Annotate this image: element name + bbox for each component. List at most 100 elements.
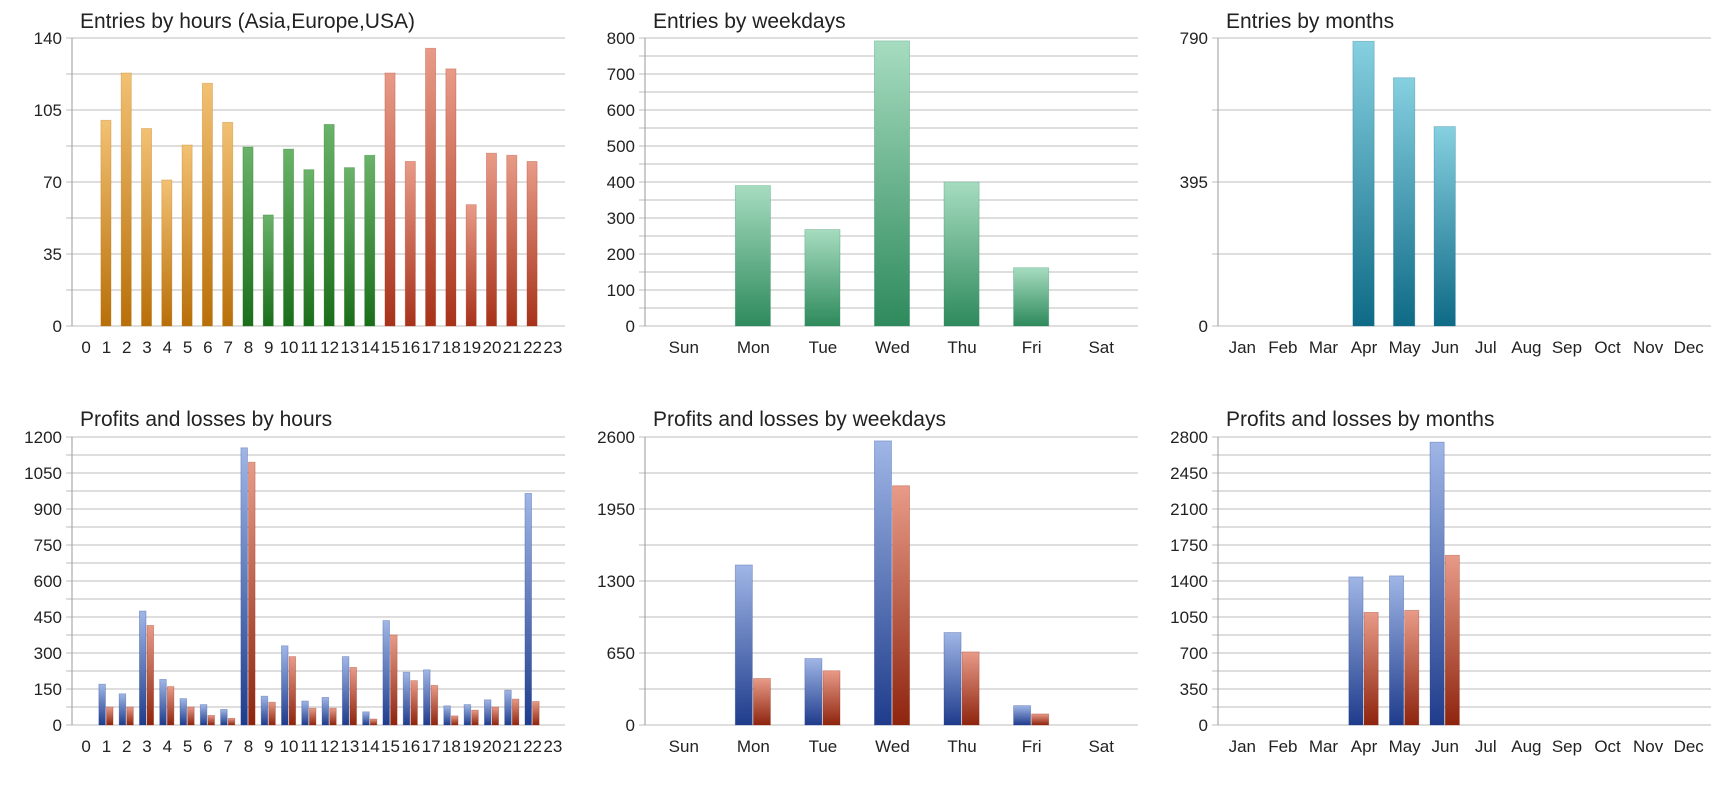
bar-loss <box>166 686 175 726</box>
x-tick-label: Mon <box>737 338 770 357</box>
chart-svg: Entries by months 0 395 790 Jan Feb Mar Apr May J… <box>1180 10 1711 357</box>
y-tick-label: 0 <box>626 317 635 336</box>
chart-entries-by-months: Entries by months 0 395 790 Jan Feb Mar Apr May J… <box>1146 0 1719 400</box>
x-tick-label: 19 <box>462 737 481 756</box>
bar <box>1393 77 1416 327</box>
bar-loss <box>288 656 297 726</box>
x-tick-label: 12 <box>320 737 339 756</box>
x-tick-label: 6 <box>203 338 212 357</box>
bar-loss <box>961 651 980 726</box>
x-tick-label: Fri <box>1022 737 1042 756</box>
bar <box>323 124 335 327</box>
x-tick-label: 22 <box>523 338 542 357</box>
y-tick-label: 0 <box>53 716 62 735</box>
y-tick-label: 2100 <box>1170 500 1208 519</box>
y-tick-label: 0 <box>626 716 635 735</box>
x-tick-label: 20 <box>483 737 502 756</box>
x-tick-label: Sun <box>669 737 699 756</box>
bar-profit <box>118 693 127 726</box>
x-tick-label: 22 <box>523 737 542 756</box>
bar <box>1013 267 1050 327</box>
x-tick-label: 23 <box>543 338 562 357</box>
bar-profit <box>1389 575 1405 726</box>
x-tick-label: Jun <box>1431 737 1458 756</box>
y-tick-label: 750 <box>34 536 62 555</box>
bar-loss <box>1444 554 1460 726</box>
bar-profit <box>402 671 411 726</box>
x-tick-label: Feb <box>1268 338 1297 357</box>
x-tick-label: Jul <box>1475 338 1497 357</box>
bar-loss <box>308 707 317 726</box>
y-tick-label: 700 <box>1180 644 1208 663</box>
x-tick-label: 12 <box>320 338 339 357</box>
bar-loss <box>329 707 337 726</box>
bar-profit <box>281 645 289 726</box>
y-tick-label: 200 <box>607 245 635 264</box>
x-tick-label: 1 <box>102 338 111 357</box>
x-tick-label: Thu <box>947 338 976 357</box>
bar-loss <box>752 678 771 726</box>
bar <box>161 179 173 327</box>
bar-profit <box>504 689 512 726</box>
x-tick-label: 21 <box>503 338 522 357</box>
y-tick-label: 450 <box>34 608 62 627</box>
x-tick-label: Apr <box>1351 338 1378 357</box>
bar-loss <box>892 485 910 726</box>
bar-loss <box>471 709 479 726</box>
bar-profit <box>139 610 147 726</box>
x-tick-label: 15 <box>381 338 400 357</box>
x-tick-label: 5 <box>183 338 192 357</box>
bar-profit <box>362 711 370 726</box>
x-tick-label: 4 <box>163 737 172 756</box>
x-tick-label: Aug <box>1511 338 1541 357</box>
x-tick-label: 10 <box>280 338 299 357</box>
chart-profits-losses-by-months: Profits and losses by months 0 350 700 1050 1… <box>1146 400 1719 800</box>
x-tick-label: Sat <box>1088 737 1114 756</box>
x-tick-label: May <box>1389 737 1422 756</box>
bar-loss <box>349 666 357 726</box>
bar-profit <box>98 683 106 726</box>
y-tick-label: 105 <box>34 101 62 120</box>
x-tick-label: 21 <box>503 737 522 756</box>
chart-svg: Profits and losses by months 0 350 700 1050 1… <box>1170 408 1711 756</box>
x-tick-label: 13 <box>340 737 359 756</box>
x-tick-label: Dec <box>1674 338 1705 357</box>
y-tick-label: 0 <box>1199 716 1208 735</box>
bar-loss <box>450 715 459 726</box>
bar-loss <box>430 684 439 726</box>
x-tick-label: 14 <box>361 338 380 357</box>
chart-title: Profits and losses by weekdays <box>653 408 946 431</box>
bar-profit <box>199 704 208 726</box>
x-tick-label: 2 <box>122 338 131 357</box>
bar-loss <box>1363 611 1379 726</box>
x-tick-label: Jul <box>1475 737 1497 756</box>
bar-profit <box>1013 705 1032 726</box>
bar-loss <box>410 680 418 726</box>
bar-loss <box>1031 713 1050 726</box>
x-tick-label: 0 <box>81 338 90 357</box>
chart-entries-by-weekdays: Entries by weekdays 0 100 200 300 400 500 600 70… <box>573 0 1146 400</box>
y-tick-label: 650 <box>607 644 635 663</box>
x-tick-label: Mar <box>1309 737 1339 756</box>
bar-profit <box>1429 441 1445 726</box>
chart-profits-losses-by-weekdays: Profits and losses by weekdays 0 650 1300 19… <box>573 400 1146 800</box>
chart-svg: Profits and losses by weekdays 0 650 1300 19… <box>597 408 1138 756</box>
bar <box>1433 126 1456 327</box>
chart-svg: Entries by hours (Asia,Europe,USA)035701… <box>34 10 565 357</box>
chart-profits-losses-by-hours: Profits and losses by hours 0 150 300 450 600… <box>0 400 573 800</box>
x-tick-label: 18 <box>442 737 461 756</box>
x-tick-label: 7 <box>223 737 232 756</box>
x-tick-label: Mon <box>737 737 770 756</box>
x-tick-label: 19 <box>462 338 481 357</box>
x-tick-label: Wed <box>875 338 910 357</box>
x-tick-label: 6 <box>203 737 212 756</box>
x-tick-label: 15 <box>381 737 400 756</box>
bar-profit <box>804 658 823 726</box>
bar <box>804 229 841 327</box>
bar-loss <box>1404 609 1420 726</box>
x-tick-label: 11 <box>301 338 319 357</box>
y-tick-label: 35 <box>43 245 62 264</box>
chart-title: Profits and losses by hours <box>80 408 332 431</box>
bar-loss <box>106 706 114 726</box>
y-tick-label: 1400 <box>1170 572 1208 591</box>
